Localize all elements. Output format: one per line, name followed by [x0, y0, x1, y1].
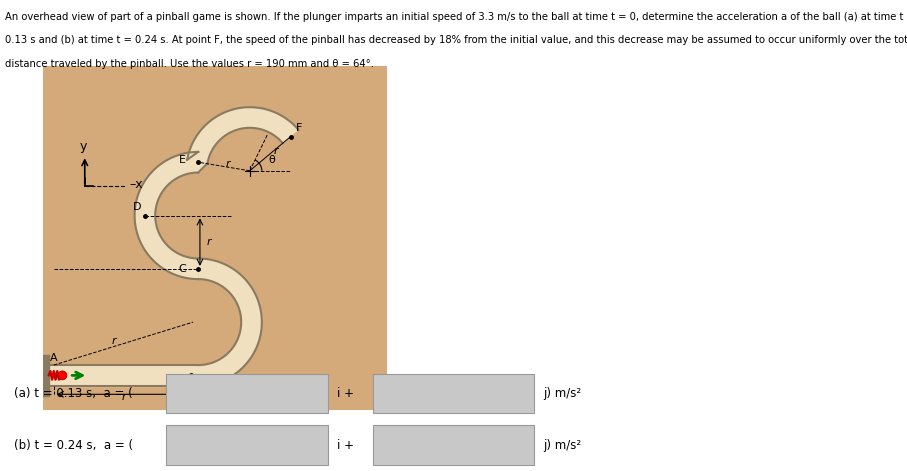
Text: r: r [112, 335, 117, 346]
Polygon shape [44, 365, 199, 386]
Text: j) m/s²: j) m/s² [543, 439, 581, 452]
Text: (a) t = 0.13 s,  a = (: (a) t = 0.13 s, a = ( [14, 387, 132, 400]
Polygon shape [44, 355, 49, 396]
Text: r: r [207, 237, 211, 247]
Polygon shape [187, 107, 298, 163]
Text: D: D [133, 202, 141, 212]
Polygon shape [187, 152, 208, 172]
Text: i +: i + [336, 439, 354, 452]
Text: B: B [196, 386, 204, 396]
Text: r: r [226, 159, 230, 169]
Text: r: r [122, 392, 126, 403]
Polygon shape [134, 152, 199, 279]
FancyBboxPatch shape [373, 374, 534, 413]
Text: θ: θ [268, 155, 276, 165]
Text: –x: –x [130, 178, 143, 191]
FancyBboxPatch shape [373, 425, 534, 465]
Text: E: E [180, 155, 186, 165]
FancyBboxPatch shape [166, 425, 327, 465]
Circle shape [58, 371, 67, 380]
Text: An overhead view of part of a pinball game is shown. If the plunger imparts an i: An overhead view of part of a pinball ga… [5, 12, 907, 22]
FancyBboxPatch shape [166, 374, 327, 413]
Text: 0.13 s and (b) at time t = 0.24 s. At point F, the speed of the pinball has decr: 0.13 s and (b) at time t = 0.24 s. At po… [5, 35, 907, 45]
Text: (b) t = 0.24 s,  a = (: (b) t = 0.24 s, a = ( [14, 439, 132, 452]
Text: distance traveled by the pinball. Use the values r = 190 mm and θ = 64°.: distance traveled by the pinball. Use th… [5, 59, 374, 69]
Text: A: A [50, 353, 57, 363]
Text: C: C [179, 264, 186, 274]
Text: j) m/s²: j) m/s² [543, 387, 581, 400]
Text: r: r [274, 146, 278, 156]
Text: y: y [79, 140, 87, 153]
Polygon shape [199, 259, 262, 386]
Text: i +: i + [336, 387, 354, 400]
Text: F: F [296, 123, 302, 133]
